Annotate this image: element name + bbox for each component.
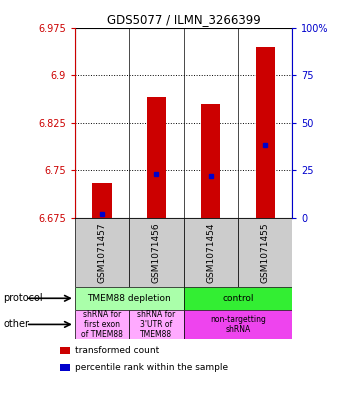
Text: GSM1071454: GSM1071454	[206, 222, 215, 283]
Bar	[129, 310, 184, 339]
Text: control: control	[222, 294, 254, 303]
Text: percentile rank within the sample: percentile rank within the sample	[75, 363, 228, 372]
Bar	[75, 218, 129, 287]
Text: GSM1071455: GSM1071455	[261, 222, 270, 283]
Bar	[184, 218, 238, 287]
Bar	[238, 218, 292, 287]
Bar	[201, 104, 220, 218]
Bar	[184, 310, 292, 339]
Bar	[75, 310, 129, 339]
Text: other: other	[3, 320, 29, 329]
Bar	[147, 97, 166, 218]
Text: shRNA for
first exon
of TMEM88: shRNA for first exon of TMEM88	[81, 310, 123, 339]
Text: non-targetting
shRNA: non-targetting shRNA	[210, 315, 266, 334]
Bar	[129, 218, 184, 287]
Bar	[60, 347, 70, 354]
Text: GSM1071457: GSM1071457	[98, 222, 106, 283]
Text: transformed count: transformed count	[75, 346, 160, 355]
Text: TMEM88 depletion: TMEM88 depletion	[87, 294, 171, 303]
Text: shRNA for
3'UTR of
TMEM88: shRNA for 3'UTR of TMEM88	[137, 310, 175, 339]
Bar	[256, 46, 275, 218]
Bar	[92, 183, 112, 218]
Bar	[75, 287, 184, 310]
Bar	[184, 287, 292, 310]
Text: GSM1071456: GSM1071456	[152, 222, 161, 283]
Bar	[60, 364, 70, 371]
Title: GDS5077 / ILMN_3266399: GDS5077 / ILMN_3266399	[107, 13, 260, 26]
Text: protocol: protocol	[3, 293, 43, 303]
